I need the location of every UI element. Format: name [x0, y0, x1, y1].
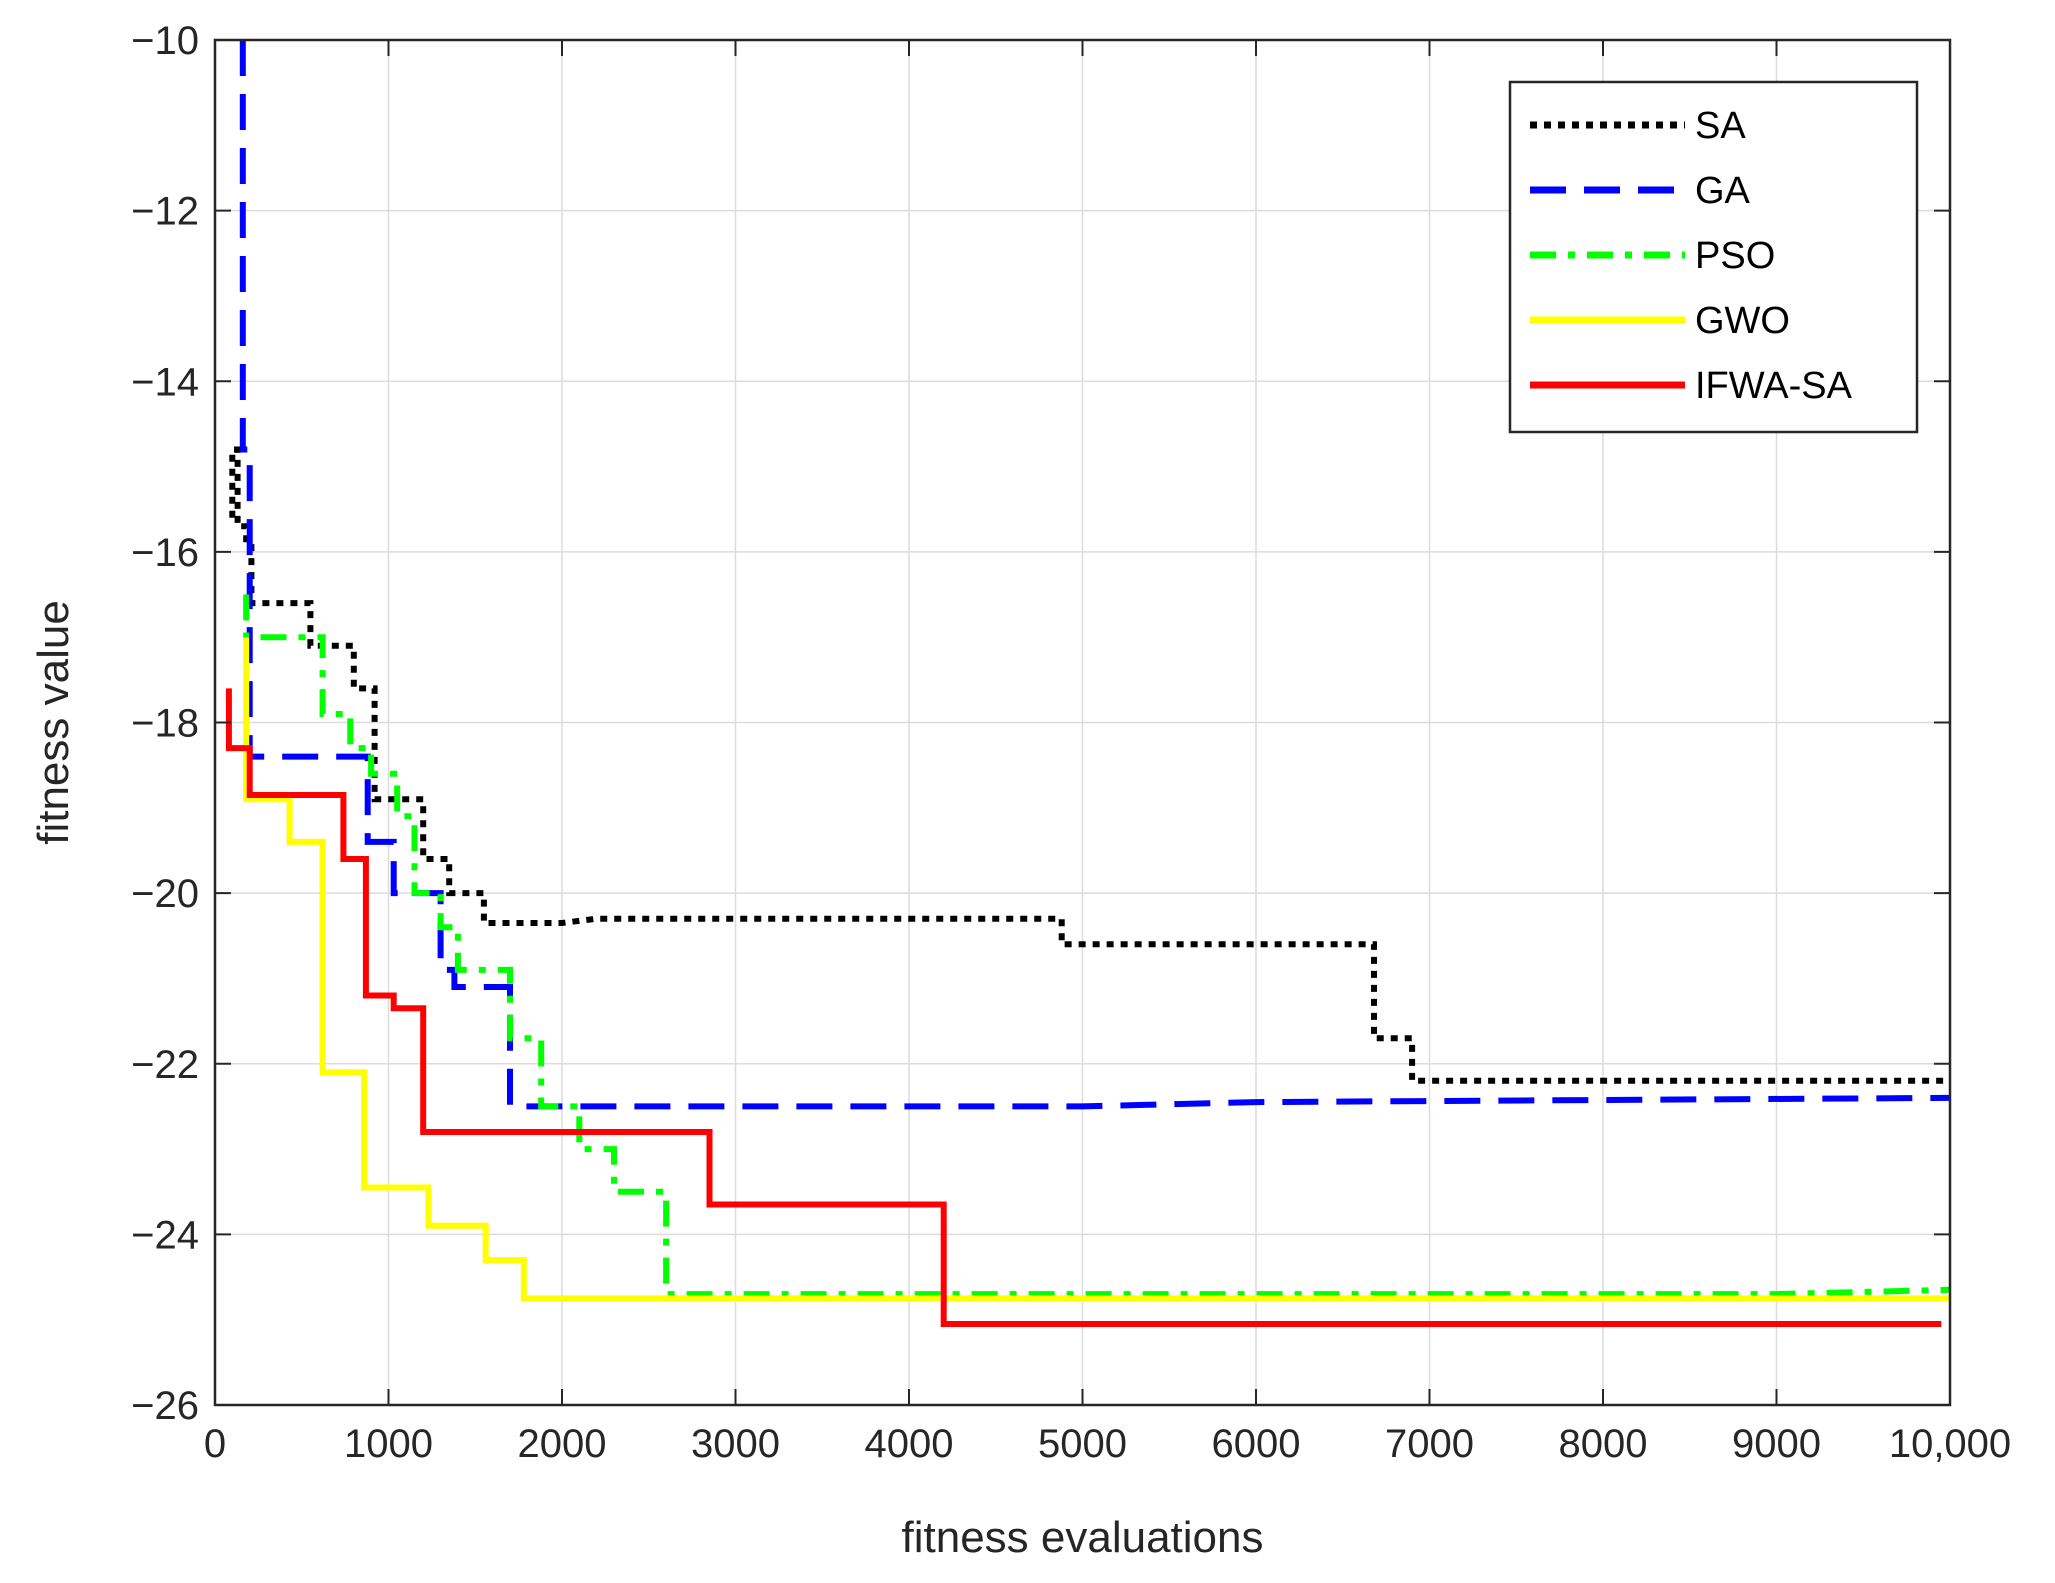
x-tick-label: 1000	[344, 1422, 433, 1466]
x-tick-label: 0	[204, 1422, 226, 1466]
y-tick-label: −20	[131, 872, 199, 916]
x-tick-label: 4000	[865, 1422, 954, 1466]
y-tick-label: −26	[131, 1384, 199, 1428]
x-axis-ticks: 0 1000 2000 3000 4000 5000 6000 7000 8000 9000 10,…	[204, 40, 2011, 1466]
x-tick-label: 10,000	[1889, 1422, 2011, 1466]
legend: SA GA PSO GWO IFWA-SA	[1508, 80, 1919, 434]
legend-label-ifwa-sa: IFWA-SA	[1695, 365, 1853, 407]
y-tick-label: −12	[131, 190, 199, 234]
legend-box	[1508, 80, 1919, 434]
legend-label-sa: SA	[1695, 105, 1746, 147]
y-axis-ticks: −10 −12 −14 −16 −18 −20 −22 −24 −26	[131, 19, 1950, 1428]
series-line-gwo	[243, 637, 1950, 1302]
legend-label-ga: GA	[1695, 170, 1751, 212]
y-tick-label: −22	[131, 1043, 199, 1087]
x-axis-title: fitness evaluations	[902, 1513, 1264, 1562]
y-tick-label: −14	[131, 360, 199, 404]
y-axis-title: fitness value	[29, 600, 78, 845]
x-tick-label: 3000	[691, 1422, 780, 1466]
x-tick-label: 8000	[1559, 1422, 1648, 1466]
series-line-sa	[229, 446, 1950, 1084]
series-line-ga	[239, 40, 1951, 1110]
x-tick-label: 9000	[1732, 1422, 1821, 1466]
x-tick-label: 6000	[1212, 1422, 1301, 1466]
x-tick-label: 7000	[1385, 1422, 1474, 1466]
series-lines	[225, 40, 1951, 1327]
y-tick-label: −18	[131, 702, 199, 746]
y-tick-label: −24	[131, 1213, 199, 1257]
series-line-pso	[243, 594, 1951, 1298]
x-tick-label: 5000	[1038, 1422, 1127, 1466]
legend-label-gwo: GWO	[1695, 300, 1790, 342]
legend-label-pso: PSO	[1695, 235, 1775, 277]
y-tick-label: −10	[131, 19, 199, 63]
y-tick-label: −16	[131, 531, 199, 575]
x-tick-label: 2000	[518, 1422, 607, 1466]
series-line-ifwa-sa	[225, 688, 1942, 1327]
